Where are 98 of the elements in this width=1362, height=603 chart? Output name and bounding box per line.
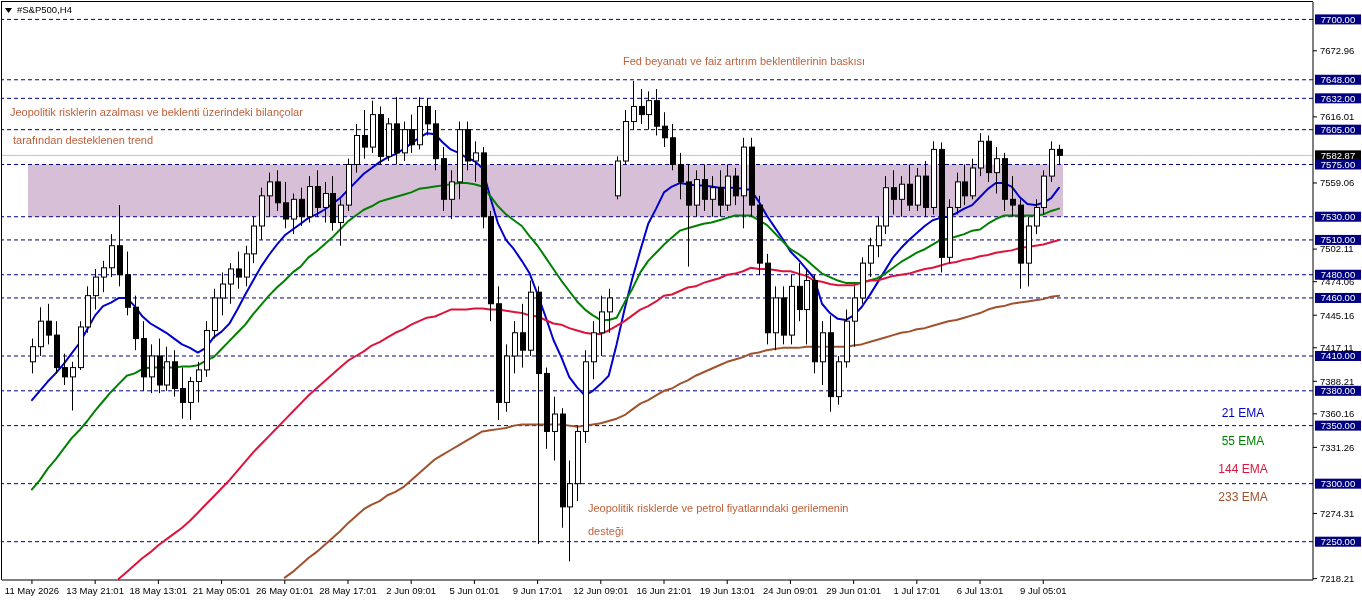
candlestick	[275, 169, 281, 212]
x-tick-label: 1 Jul 17:01	[893, 585, 941, 596]
ref-line-label: 7632.00	[1320, 92, 1356, 104]
x-tick-label: 24 Jun 09:01	[762, 585, 818, 596]
ref-line-label: 7300.00	[1320, 477, 1356, 489]
x-tick-label: 9 Jun 17:01	[512, 585, 563, 596]
candlestick	[899, 175, 905, 218]
annotation: desteği	[588, 524, 624, 539]
y-tick-label: 7559.06	[1320, 177, 1355, 189]
text: 144 EMA	[1217, 461, 1269, 478]
candlestick	[473, 140, 479, 183]
candlestick	[267, 172, 273, 218]
candlestick	[299, 187, 305, 227]
candlestick	[512, 320, 518, 374]
x-tick-label: 18 May 13:01	[129, 585, 188, 596]
ref-line-label: 7648.00	[1320, 74, 1356, 86]
candlestick	[678, 152, 684, 200]
candlestick	[291, 193, 297, 235]
ref-line-label: 7530.00	[1320, 211, 1356, 223]
annotation: Jeopolitik risklerde ve petrol fiyatlarındaki gerilemenin	[588, 501, 849, 516]
annotation: Fed beyanatı ve faiz artırım beklentilerinin baskısı	[623, 54, 866, 69]
ref-line-label: 7460.00	[1320, 292, 1356, 304]
candlestick	[101, 260, 107, 293]
x-tick-label: 11 May 2026	[4, 585, 60, 596]
annotation: Jeopolitik risklerin azalması ve beklenti üzerindeki bilançolar	[10, 105, 303, 120]
candlestick	[70, 361, 76, 412]
candlestick	[30, 338, 36, 374]
ref-line-label: 7700.00	[1320, 13, 1356, 25]
x-tick-label: 2 Jun 09:01	[386, 585, 437, 596]
candlestick	[852, 285, 858, 348]
ref-line-label: 7510.00	[1320, 234, 1356, 246]
candlestick	[662, 111, 668, 148]
text: 55 EMA	[1220, 433, 1266, 450]
candlestick	[425, 97, 431, 136]
candlestick	[907, 163, 913, 212]
candlestick	[891, 169, 897, 215]
candlestick	[362, 109, 368, 160]
candlestick	[994, 146, 1000, 195]
ref-line-label: 7350.00	[1320, 419, 1356, 431]
chart-title: #S&P500,H4	[17, 4, 72, 16]
line-series	[30, 182, 1061, 491]
ref-line-label: 7250.00	[1320, 536, 1356, 548]
annotation: tarafından desteklenen trend	[13, 133, 154, 148]
x-tick-label: 28 May 17:01	[319, 585, 377, 596]
line-series	[117, 238, 1061, 580]
candlestick	[338, 198, 344, 247]
candlestick	[520, 303, 526, 369]
ref-line-label: 7582.87	[1320, 149, 1356, 161]
x-tick-label: 26 May 01:01	[255, 585, 314, 596]
candlestick	[631, 80, 637, 131]
y-tick-label: 7331.26	[1320, 441, 1355, 453]
x-tick-label: 6 Jul 13:01	[956, 585, 1004, 596]
candlestick	[228, 262, 234, 305]
x-tick-label: 9 Jul 05:01	[1020, 585, 1067, 596]
ref-line-label: 7605.00	[1320, 124, 1356, 135]
x-tick-label: 5 Jun 01:01	[449, 585, 500, 596]
candlestick	[1010, 175, 1016, 218]
candlestick	[109, 233, 115, 278]
candlestick	[1057, 144, 1063, 165]
y-tick-label: 7672.96	[1320, 45, 1355, 57]
y-tick-label: 7388.21	[1320, 375, 1355, 387]
y-tick-label: 7616.01	[1320, 111, 1355, 123]
candlestick	[188, 376, 194, 421]
candlestick	[149, 343, 155, 394]
candlestick	[220, 271, 226, 316]
candlestick	[93, 268, 99, 311]
x-tick-label: 12 Jun 09:01	[573, 585, 629, 596]
y-tick-label: 7502.11	[1320, 243, 1354, 255]
candlestick	[196, 361, 202, 403]
candlestick	[733, 167, 739, 206]
candlestick	[283, 181, 289, 229]
y-tick-label: 7218.21	[1320, 572, 1355, 584]
y-tick-label: 7274.31	[1320, 507, 1355, 519]
ref-line-label: 7575.00	[1320, 158, 1356, 170]
y-tick-label: 7445.16	[1320, 309, 1355, 321]
line-series	[283, 294, 1061, 579]
candlestick	[868, 237, 874, 278]
candlestick	[236, 251, 242, 290]
candlestick	[46, 303, 52, 345]
candlestick	[702, 163, 708, 212]
x-tick-label: 19 Jun 13:01	[699, 585, 755, 596]
candlestick	[607, 288, 613, 334]
x-tick-label: 21 May 05:01	[192, 585, 251, 596]
candlestick	[599, 295, 605, 357]
candlestick	[315, 169, 321, 218]
ref-line-label: 7380.00	[1320, 385, 1356, 397]
candlestick	[686, 163, 692, 268]
x-tick-label: 16 Jun 21:01	[636, 585, 692, 596]
x-tick-label: 13 May 21:01	[66, 585, 124, 596]
text: 21 EMA	[1220, 405, 1266, 422]
candlestick	[552, 396, 558, 461]
candlestick	[62, 353, 68, 386]
candlestick	[710, 175, 716, 218]
x-tick-label: 29 Jun 01:01	[826, 585, 882, 596]
text: 233 EMA	[1217, 489, 1269, 506]
y-tick-label: 7360.16	[1320, 408, 1355, 420]
candlestick	[180, 367, 186, 420]
candlestick	[449, 169, 455, 220]
